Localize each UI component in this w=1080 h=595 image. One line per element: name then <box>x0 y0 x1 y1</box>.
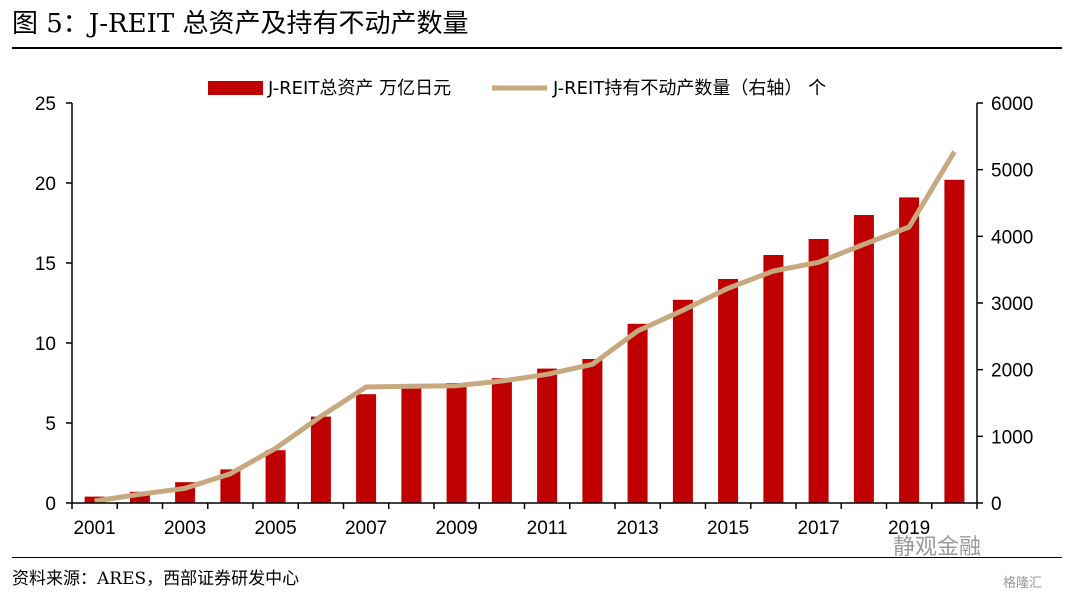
y-right-tick-label: 2000 <box>991 361 1033 382</box>
x-tick-label: 2003 <box>164 518 206 539</box>
bar-2006 <box>310 416 331 503</box>
legend-bar-swatch <box>208 81 263 95</box>
watermark-main: 静观金融 <box>893 535 982 560</box>
bar-2012 <box>582 359 603 503</box>
y-right-tick-label: 5000 <box>991 161 1033 182</box>
x-tick-label: 2001 <box>73 518 115 539</box>
y-right-tick-label: 6000 <box>991 94 1033 115</box>
y-right-tick-label: 3000 <box>991 294 1033 315</box>
bar-series <box>84 179 965 504</box>
source-note: 资料来源：ARES，西部证券研发中心 <box>12 569 300 589</box>
bar-2008 <box>401 384 422 503</box>
y-left-tick-label: 0 <box>45 494 56 515</box>
y-left-tick-label: 10 <box>35 334 56 355</box>
legend-line-label: J-REIT持有不动产数量（右轴） 个 <box>552 78 826 99</box>
y-right-tick-label: 4000 <box>991 227 1033 248</box>
x-tick-label: 2015 <box>707 518 749 539</box>
bar-2020 <box>944 179 965 504</box>
axes: 0 5 10 15 20 25 0 1000 2000 3000 4000 5000 6000 2001 2… <box>35 94 1033 539</box>
bar-2017 <box>808 239 829 503</box>
bar-2014 <box>672 299 693 503</box>
bar-2015 <box>718 279 739 503</box>
x-tick-label: 2009 <box>435 518 477 539</box>
x-tick-label: 2019 <box>888 518 930 539</box>
bar-2007 <box>356 394 377 503</box>
bar-2011 <box>537 368 558 503</box>
x-tick-label: 2011 <box>527 518 568 539</box>
y-left-tick-label: 5 <box>45 414 56 435</box>
bar-2002 <box>129 491 150 503</box>
y-right-tick-label: 1000 <box>991 427 1033 448</box>
y-left-tick-label: 25 <box>35 94 56 115</box>
bar-2018 <box>853 215 874 503</box>
line-series <box>94 150 957 504</box>
legend-bar-label: J-REIT总资产 万亿日元 <box>267 78 451 99</box>
x-tick-label: 2013 <box>616 518 658 539</box>
legend: J-REIT总资产 万亿日元 J-REIT持有不动产数量（右轴） 个 <box>208 78 826 99</box>
x-tick-label: 2017 <box>797 518 839 539</box>
title-rule <box>12 47 1062 49</box>
bar-2009 <box>446 383 467 503</box>
x-tick-label: 2005 <box>254 518 296 539</box>
bar-2016 <box>763 255 784 503</box>
figure-title: 图 5：J-REIT 总资产及持有不动产数量 <box>12 9 469 39</box>
footer-rule <box>12 557 1062 558</box>
bar-2005 <box>265 450 286 503</box>
x-tick-label: 2007 <box>345 518 387 539</box>
bar-2013 <box>627 323 648 503</box>
watermark-corner: 格隆汇 <box>1003 576 1043 591</box>
bar-2019 <box>899 197 920 503</box>
bar-2010 <box>491 378 512 503</box>
y-right-tick-label: 0 <box>991 494 1002 515</box>
y-left-tick-label: 15 <box>35 254 56 275</box>
y-left-tick-label: 20 <box>35 174 56 195</box>
